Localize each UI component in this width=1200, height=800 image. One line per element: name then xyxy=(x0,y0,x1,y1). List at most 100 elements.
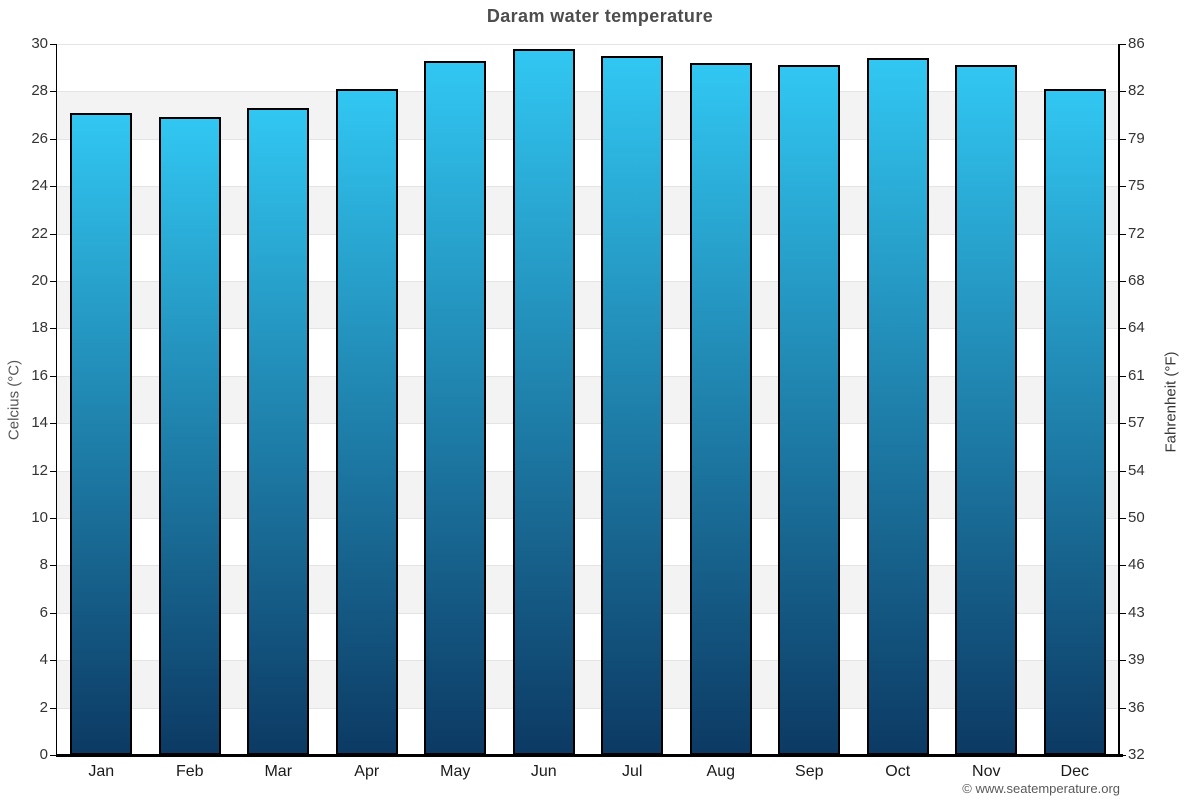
gridline xyxy=(57,186,1119,188)
celsius-tick-label: 30 xyxy=(31,35,48,52)
fahrenheit-tick-label: 54 xyxy=(1128,461,1145,479)
fahrenheit-tick-mark xyxy=(1120,612,1126,614)
celsius-tick-mark xyxy=(50,233,56,235)
bar-jan[interactable] xyxy=(70,112,133,755)
celsius-tick-label: 18 xyxy=(31,319,48,337)
gridline xyxy=(57,707,1119,709)
gridline xyxy=(57,328,1119,330)
celsius-tick-mark xyxy=(50,565,56,567)
fahrenheit-tick-label: 82 xyxy=(1128,82,1145,100)
fahrenheit-tick-label: 46 xyxy=(1128,556,1145,574)
bar-nov[interactable] xyxy=(955,65,1018,755)
fahrenheit-tick-label: 68 xyxy=(1128,272,1145,289)
celsius-tick-label: 6 xyxy=(39,603,48,621)
bar-aug[interactable] xyxy=(689,62,752,755)
bar-may[interactable] xyxy=(424,60,487,755)
bar-jul[interactable] xyxy=(601,55,664,755)
month-label-feb: Feb xyxy=(175,763,204,780)
bar-oct[interactable] xyxy=(866,58,929,755)
chart-title: Daram water temperature xyxy=(486,6,714,26)
gridline xyxy=(57,518,1119,519)
fahrenheit-tick-mark xyxy=(1120,44,1126,45)
x-axis-line xyxy=(56,754,1123,757)
bar-sep[interactable] xyxy=(778,65,841,755)
fahrenheit-tick-label: 86 xyxy=(1128,35,1145,52)
gridline xyxy=(57,138,1119,140)
fahrenheit-tick-mark xyxy=(1120,707,1126,709)
fahrenheit-tick-label: 75 xyxy=(1128,177,1145,195)
gridline xyxy=(57,565,1119,567)
gridline xyxy=(57,44,1119,45)
month-label-oct: Oct xyxy=(885,763,911,780)
celsius-axis-line xyxy=(56,44,57,757)
month-label-apr: Apr xyxy=(354,763,380,780)
fahrenheit-tick-label: 36 xyxy=(1128,698,1145,716)
celsius-tick-label: 28 xyxy=(31,82,48,100)
fahrenheit-tick-label: 61 xyxy=(1128,366,1145,384)
grid-band xyxy=(57,565,1119,613)
fahrenheit-tick-mark xyxy=(1120,755,1126,756)
gridline xyxy=(57,375,1119,377)
fahrenheit-tick-label: 43 xyxy=(1128,603,1145,621)
month-label-mar: Mar xyxy=(264,763,293,780)
bar-feb[interactable] xyxy=(158,117,221,755)
month-label-may: May xyxy=(440,763,471,780)
bar-dec[interactable] xyxy=(1043,89,1106,755)
celsius-tick-mark xyxy=(50,44,56,45)
copyright: © www.seatemperature.org xyxy=(962,781,1120,796)
celsius-tick-label: 16 xyxy=(31,366,48,384)
grid-band xyxy=(57,470,1119,518)
celsius-tick-mark xyxy=(50,186,56,188)
fahrenheit-tick-label: 64 xyxy=(1128,319,1145,337)
celsius-tick-label: 14 xyxy=(31,414,48,432)
celsius-tick-label: 24 xyxy=(31,177,48,195)
gridline xyxy=(57,233,1119,235)
gridline xyxy=(57,91,1119,93)
celsius-tick-mark xyxy=(50,470,56,472)
bar-mar[interactable] xyxy=(247,107,310,755)
month-label-jun: Jun xyxy=(530,763,557,780)
grid-band xyxy=(57,91,1119,139)
fahrenheit-tick-label: 79 xyxy=(1128,129,1145,147)
plot-area xyxy=(57,44,1119,755)
bar-apr[interactable] xyxy=(335,89,398,755)
gridline xyxy=(57,612,1119,614)
fahrenheit-axis-line xyxy=(1118,44,1120,757)
month-label-aug: Aug xyxy=(706,763,735,780)
grid-band xyxy=(57,375,1119,424)
fahrenheit-tick-mark xyxy=(1120,423,1126,425)
gridline xyxy=(57,281,1119,282)
fahrenheit-tick-mark xyxy=(1120,470,1126,472)
celsius-tick-label: 26 xyxy=(31,129,48,147)
celsius-tick-mark xyxy=(50,91,56,93)
fahrenheit-tick-mark xyxy=(1120,138,1126,140)
fahrenheit-tick-mark xyxy=(1120,91,1126,93)
fahrenheit-tick-mark xyxy=(1120,565,1126,567)
celsius-tick-label: 0 xyxy=(39,746,48,763)
grid-band xyxy=(57,281,1119,329)
month-label-jan: Jan xyxy=(88,763,115,780)
celsius-tick-mark xyxy=(50,138,56,140)
celsius-tick-label: 20 xyxy=(31,272,48,289)
celsius-tick-mark xyxy=(50,423,56,425)
month-label-nov: Nov xyxy=(972,763,1001,780)
fahrenheit-tick-mark xyxy=(1120,328,1126,330)
fahrenheit-tick-mark xyxy=(1120,518,1126,519)
fahrenheit-tick-mark xyxy=(1120,660,1126,662)
celsius-tick-mark xyxy=(50,328,56,330)
celsius-tick-label: 12 xyxy=(31,461,48,479)
celsius-tick-mark xyxy=(50,707,56,709)
grid-band xyxy=(57,186,1119,234)
fahrenheit-tick-mark xyxy=(1120,281,1126,282)
fahrenheit-tick-label: 72 xyxy=(1128,224,1145,242)
celsius-tick-mark xyxy=(50,755,56,756)
gridline xyxy=(57,423,1119,425)
gridline xyxy=(57,660,1119,662)
bar-jun[interactable] xyxy=(512,48,575,755)
fahrenheit-tick-mark xyxy=(1120,186,1126,188)
fahrenheit-tick-label: 39 xyxy=(1128,651,1145,669)
celsius-tick-label: 8 xyxy=(39,556,48,574)
celsius-tick-label: 2 xyxy=(39,698,48,716)
celsius-tick-label: 22 xyxy=(31,224,48,242)
